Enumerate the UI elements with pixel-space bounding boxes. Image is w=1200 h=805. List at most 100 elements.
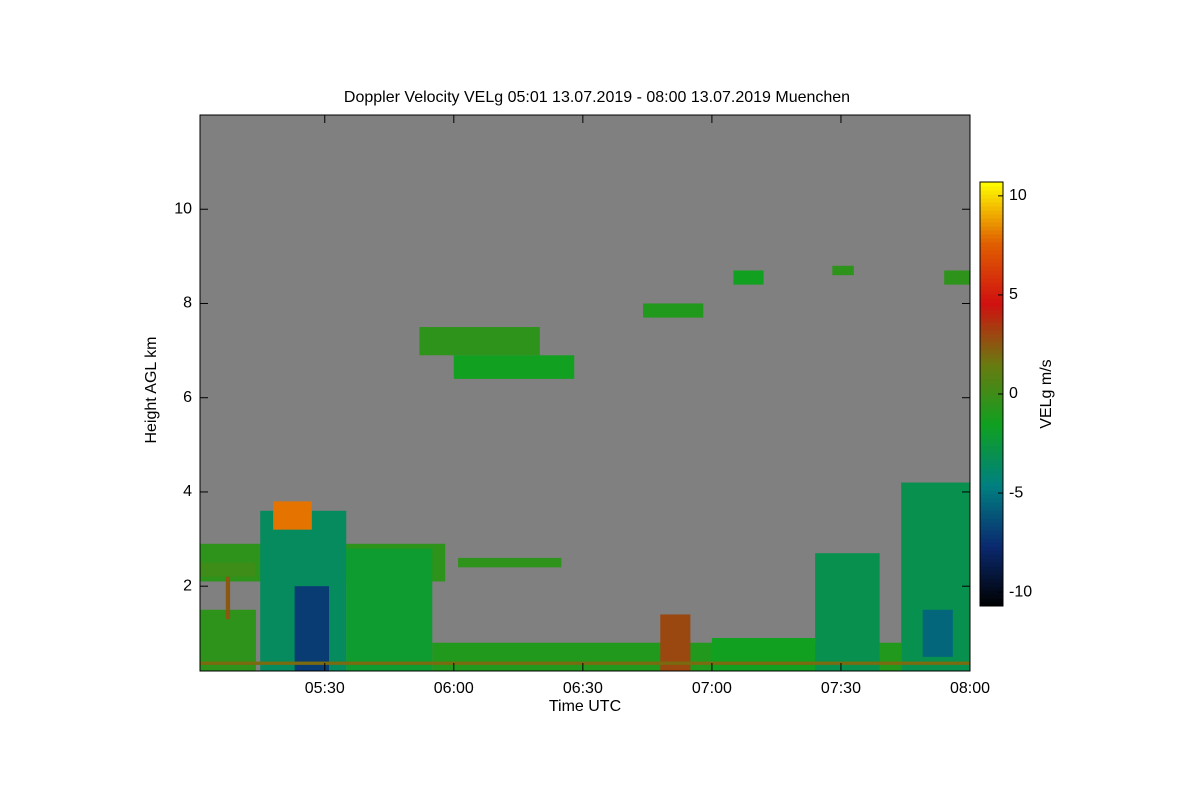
colorbar-step (980, 374, 1003, 379)
colorbar-step (980, 330, 1003, 335)
colorbar-step (980, 478, 1003, 483)
colorbar-step (980, 450, 1003, 455)
colorbar-step (980, 598, 1003, 603)
y-axis-label: Height AGL km (143, 336, 160, 443)
heatmap-cell (453, 355, 575, 379)
heatmap-cell (944, 270, 970, 285)
colorbar-step (980, 518, 1003, 523)
colorbar-step (980, 274, 1003, 279)
x-tick-label: 07:00 (692, 680, 732, 697)
y-tick-label: 10 (174, 200, 192, 217)
y-tick-label: 8 (183, 295, 192, 312)
colorbar-step (980, 562, 1003, 567)
colorbar-step (980, 198, 1003, 203)
colorbar-step (980, 394, 1003, 399)
colorbar-step (980, 494, 1003, 499)
colorbar-step (980, 202, 1003, 207)
colorbar-step (980, 266, 1003, 271)
colorbar-step (980, 542, 1003, 547)
colorbar-step (980, 362, 1003, 367)
colorbar-step (980, 502, 1003, 507)
colorbar-step (980, 218, 1003, 223)
colorbar-step (980, 390, 1003, 395)
plot-frame (199, 114, 971, 672)
colorbar-step (980, 270, 1003, 275)
colorbar-step (980, 350, 1003, 355)
colorbar-step (980, 406, 1003, 411)
heatmap-cell (346, 548, 433, 671)
colorbar-step (980, 238, 1003, 243)
colorbar-step (980, 586, 1003, 591)
colorbar-step (980, 282, 1003, 287)
x-tick-label: 08:00 (950, 680, 990, 697)
colorbar-step (980, 534, 1003, 539)
colorbar-step (980, 334, 1003, 339)
colorbar-step (980, 258, 1003, 263)
colorbar-label: VELg m/s (1038, 359, 1055, 428)
colorbar-step (980, 206, 1003, 211)
heatmap-cell (458, 557, 562, 568)
colorbar-step (980, 466, 1003, 471)
colorbar-step (980, 438, 1003, 443)
colorbar-step (980, 354, 1003, 359)
colorbar-step (980, 306, 1003, 311)
colorbar-step (980, 506, 1003, 511)
colorbar-step (980, 594, 1003, 599)
colorbar-step (980, 314, 1003, 319)
colorbar-step (980, 402, 1003, 407)
colorbar-step (980, 446, 1003, 451)
colorbar-step (980, 366, 1003, 371)
colorbar-step (980, 250, 1003, 255)
colorbar-step (980, 342, 1003, 347)
colorbar-step (980, 590, 1003, 595)
heatmap-cell (711, 638, 816, 671)
colorbar-step (980, 514, 1003, 519)
colorbar-step (980, 410, 1003, 415)
colorbar-step (980, 370, 1003, 375)
heatmap-cell (643, 303, 704, 318)
y-tick-label: 4 (183, 483, 192, 500)
colorbar-step (980, 582, 1003, 587)
colorbar-step (980, 210, 1003, 215)
colorbar-step (980, 442, 1003, 447)
colorbar-step (980, 566, 1003, 571)
heatmap-cell (733, 270, 764, 285)
colorbar-step (980, 482, 1003, 487)
colorbar-step (980, 522, 1003, 527)
colorbar-step (980, 454, 1003, 459)
colorbar-step (980, 322, 1003, 327)
x-tick-label: 06:00 (434, 680, 474, 697)
colorbar-step (980, 574, 1003, 579)
heatmap-cell (922, 609, 953, 657)
colorbar-tick-label: 10 (1009, 187, 1027, 204)
colorbar-step (980, 310, 1003, 315)
heatmap-cell (225, 576, 231, 620)
colorbar-step (980, 294, 1003, 299)
colorbar-step (980, 254, 1003, 259)
colorbar-step (980, 430, 1003, 435)
colorbar-step (980, 186, 1003, 191)
colorbar-step (980, 378, 1003, 383)
colorbar-step (980, 490, 1003, 495)
heatmap-cell (200, 661, 970, 665)
colorbar-step (980, 398, 1003, 403)
colorbar-step (980, 558, 1003, 563)
colorbar-step (980, 222, 1003, 227)
colorbar-step (980, 434, 1003, 439)
colorbar-step (980, 570, 1003, 575)
colorbar-tick-label: -5 (1009, 484, 1023, 501)
x-tick-label: 05:30 (305, 680, 345, 697)
colorbar-step (980, 278, 1003, 283)
colorbar-step (980, 242, 1003, 247)
heatmap-cell (815, 553, 880, 671)
colorbar-step (980, 298, 1003, 303)
colorbar-step (980, 602, 1003, 607)
colorbar-step (980, 510, 1003, 515)
colorbar-step (980, 262, 1003, 267)
colorbar-step (980, 578, 1003, 583)
colorbar-step (980, 246, 1003, 251)
colorbar-step (980, 234, 1003, 239)
colorbar-step (980, 422, 1003, 427)
colorbar-step (980, 226, 1003, 231)
